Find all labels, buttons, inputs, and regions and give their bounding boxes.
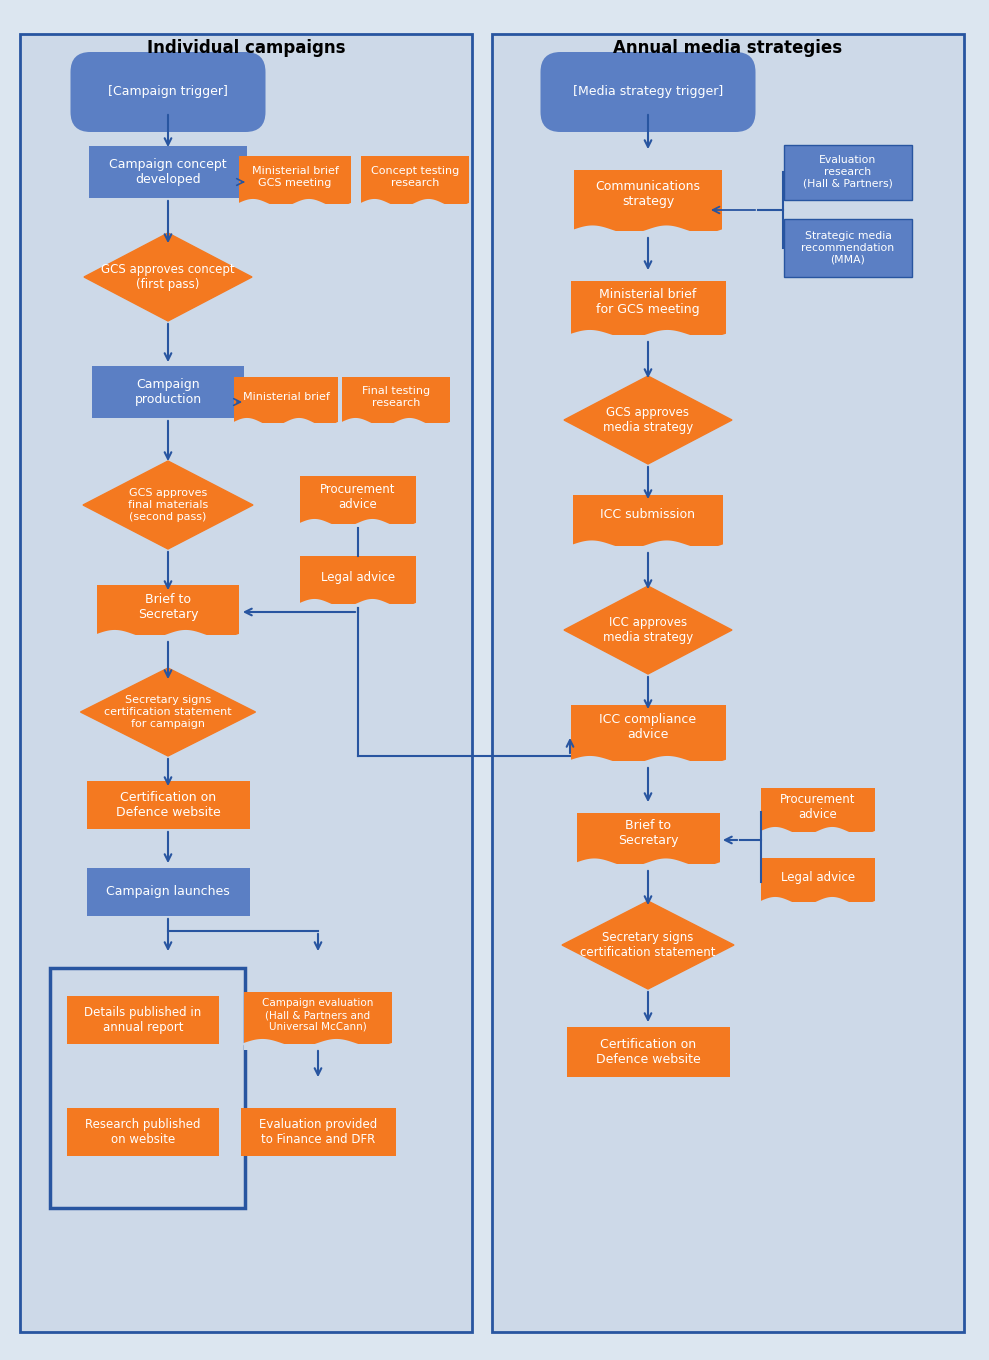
Bar [244,991,392,1044]
Polygon shape [300,520,416,530]
Text: Procurement
advice: Procurement advice [780,793,855,821]
Polygon shape [239,200,351,209]
Text: Certification on
Defence website: Certification on Defence website [116,792,221,819]
Text: Brief to
Secretary: Brief to Secretary [618,819,678,847]
Bar [761,858,875,902]
Text: Legal advice: Legal advice [781,870,855,884]
Polygon shape [342,419,450,428]
Polygon shape [84,233,252,321]
Text: Individual campaigns: Individual campaigns [146,39,345,57]
Bar [784,144,912,200]
Text: ICC approves
media strategy: ICC approves media strategy [603,616,693,645]
Bar [86,868,249,917]
Polygon shape [562,900,734,989]
Bar [577,812,720,864]
Polygon shape [573,541,723,552]
Bar [761,787,875,832]
Bar [239,156,351,204]
Bar [361,156,469,204]
Bar [92,366,244,418]
Polygon shape [80,668,255,756]
Text: Campaign
production: Campaign production [135,378,202,407]
Bar [571,704,726,762]
Bar [234,377,338,423]
Text: [Campaign trigger]: [Campaign trigger] [108,86,227,98]
Polygon shape [574,227,722,237]
Bar [342,377,450,423]
Bar [240,1108,396,1156]
Text: GCS approves
final materials
(second pass): GCS approves final materials (second pas… [128,488,208,522]
Text: Evaluation provided
to Finance and DFR: Evaluation provided to Finance and DFR [259,1118,377,1146]
Polygon shape [234,419,338,428]
Bar [67,1108,219,1156]
Bar [567,1027,730,1077]
Polygon shape [361,200,469,209]
Bar [50,968,245,1208]
Text: Final testing
research: Final testing research [362,386,430,408]
Text: [Media strategy trigger]: [Media strategy trigger] [573,86,723,98]
Bar [97,585,239,635]
Text: ICC submission: ICC submission [600,509,695,521]
Text: Certification on
Defence website: Certification on Defence website [595,1038,700,1066]
Text: Campaign evaluation
(Hall & Partners and
Universal McCann): Campaign evaluation (Hall & Partners and… [262,998,374,1032]
Bar [89,146,247,199]
Text: Details published in
annual report: Details published in annual report [84,1006,202,1034]
Text: Ministerial brief
GCS meeting: Ministerial brief GCS meeting [251,166,338,188]
Text: Secretary signs
certification statement: Secretary signs certification statement [581,932,716,959]
Text: Research published
on website: Research published on website [85,1118,201,1146]
Bar [492,34,964,1331]
Polygon shape [571,330,726,341]
Text: Procurement
advice: Procurement advice [320,483,396,511]
Bar [784,219,912,277]
Bar [20,34,472,1331]
Text: Concept testing
research: Concept testing research [371,166,459,188]
Polygon shape [571,758,726,767]
Polygon shape [300,600,416,611]
Bar [573,495,723,545]
Text: Brief to
Secretary: Brief to Secretary [137,593,198,622]
Bar [300,556,416,604]
Polygon shape [761,828,875,838]
Bar [300,476,416,524]
Text: ICC compliance
advice: ICC compliance advice [599,713,696,741]
Text: Secretary signs
certification statement
for campaign: Secretary signs certification statement … [104,695,231,729]
Text: Ministerial brief
for GCS meeting: Ministerial brief for GCS meeting [596,288,700,316]
Polygon shape [564,586,732,675]
Polygon shape [244,1040,392,1050]
Bar [86,781,249,830]
Polygon shape [761,898,875,908]
Polygon shape [83,461,253,549]
Text: Campaign launches: Campaign launches [106,885,229,899]
Text: Evaluation
research
(Hall & Partners): Evaluation research (Hall & Partners) [803,155,893,189]
Text: Legal advice: Legal advice [321,570,395,583]
Text: Campaign concept
developed: Campaign concept developed [109,158,226,186]
FancyBboxPatch shape [541,52,756,132]
Text: Communications
strategy: Communications strategy [595,180,700,208]
Text: Annual media strategies: Annual media strategies [613,39,843,57]
Bar [67,996,219,1044]
Polygon shape [564,375,732,464]
Bar [574,170,722,230]
Text: Strategic media
recommendation
(MMA): Strategic media recommendation (MMA) [801,231,895,265]
Polygon shape [97,631,239,641]
Polygon shape [577,860,720,869]
Text: GCS approves concept
(first pass): GCS approves concept (first pass) [101,262,234,291]
Text: Ministerial brief: Ministerial brief [242,392,329,403]
FancyBboxPatch shape [70,52,265,132]
Bar [571,282,726,335]
Text: GCS approves
media strategy: GCS approves media strategy [603,407,693,434]
